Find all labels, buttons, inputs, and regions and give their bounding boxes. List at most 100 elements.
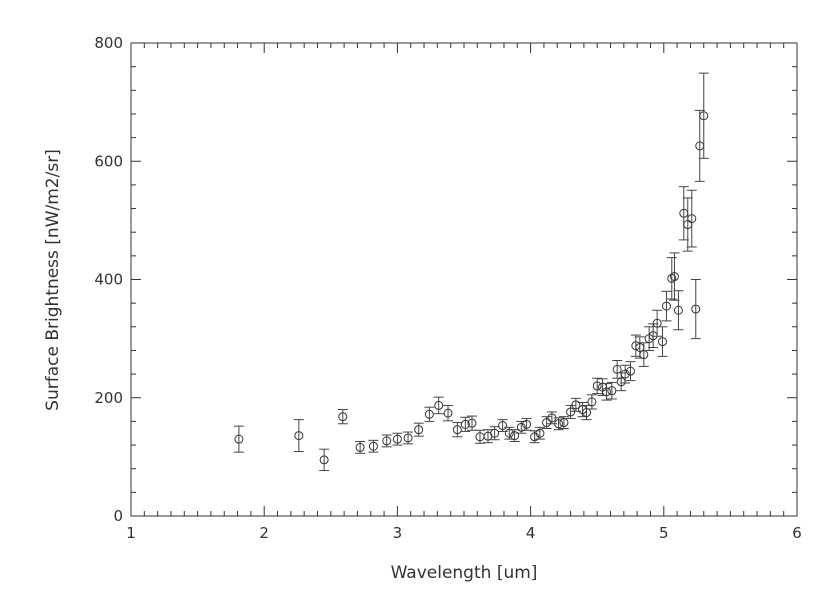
data-point xyxy=(657,326,668,357)
point-marker xyxy=(467,418,477,428)
x-tick-label: 1 xyxy=(126,524,136,542)
data-point xyxy=(443,404,454,422)
point-marker xyxy=(661,301,671,311)
data-point xyxy=(452,422,463,438)
point-marker xyxy=(657,337,667,347)
point-marker xyxy=(294,431,304,441)
point-marker xyxy=(566,407,576,417)
data-point xyxy=(233,425,244,453)
point-marker xyxy=(403,433,413,443)
data-point xyxy=(433,396,444,415)
point-marker xyxy=(392,434,402,444)
data-point xyxy=(673,290,684,331)
data-point xyxy=(638,342,649,367)
data-point xyxy=(625,361,636,382)
data-point xyxy=(516,420,527,434)
point-marker xyxy=(234,434,244,444)
data-point xyxy=(337,409,348,425)
point-marker xyxy=(460,419,470,429)
point-marker xyxy=(648,331,658,341)
point-marker xyxy=(679,208,689,218)
point-marker xyxy=(607,386,617,396)
x-tick-label: 5 xyxy=(659,524,669,542)
data-point xyxy=(413,422,424,437)
data-point xyxy=(652,309,663,337)
data-point xyxy=(381,434,392,448)
point-marker xyxy=(616,377,626,387)
data-point xyxy=(403,431,414,445)
point-marker xyxy=(424,409,434,419)
point-marker xyxy=(498,421,508,431)
point-marker xyxy=(695,141,705,151)
data-point xyxy=(661,290,672,322)
data-point xyxy=(368,439,379,453)
point-marker xyxy=(452,425,462,435)
point-marker xyxy=(490,428,500,438)
point-marker xyxy=(620,369,630,379)
x-tick-label: 3 xyxy=(393,524,403,542)
point-marker xyxy=(687,214,697,224)
point-marker xyxy=(475,432,485,442)
data-point xyxy=(521,417,532,431)
point-marker xyxy=(587,397,597,407)
point-marker xyxy=(582,408,592,418)
point-marker xyxy=(382,436,392,446)
point-marker xyxy=(612,364,622,374)
point-marker xyxy=(592,381,602,391)
data-point xyxy=(565,404,576,419)
point-marker xyxy=(414,425,424,435)
data-point xyxy=(534,426,545,440)
point-marker xyxy=(667,273,677,283)
y-tick-label: 200 xyxy=(94,389,123,407)
point-marker xyxy=(535,428,545,438)
point-marker xyxy=(639,350,649,360)
point-marker xyxy=(602,387,612,397)
data-point xyxy=(460,416,471,432)
y-tick-label: 0 xyxy=(113,507,123,525)
data-point xyxy=(690,279,701,340)
point-marker xyxy=(338,412,348,422)
point-marker xyxy=(522,419,532,429)
x-axis-label: Wavelength [um] xyxy=(391,563,538,583)
point-marker xyxy=(368,441,378,451)
y-tick-label: 600 xyxy=(94,152,123,170)
point-marker xyxy=(355,442,365,452)
point-marker xyxy=(571,400,581,410)
point-marker xyxy=(626,366,635,376)
y-tick-label: 400 xyxy=(94,271,123,289)
point-marker xyxy=(516,422,526,432)
point-marker xyxy=(559,418,569,428)
point-marker xyxy=(673,305,683,315)
x-tick-label: 2 xyxy=(259,524,269,542)
data-point xyxy=(669,252,680,301)
y-axis-label: Surface Brightness [nW/m2/sr] xyxy=(43,149,63,411)
data-point xyxy=(601,383,612,401)
data-point xyxy=(319,448,330,471)
point-marker xyxy=(443,408,453,418)
data-point xyxy=(558,416,569,429)
data-point xyxy=(694,109,705,182)
point-marker xyxy=(510,431,520,441)
data-point xyxy=(586,394,597,410)
data-point xyxy=(592,377,603,395)
point-marker xyxy=(699,111,709,121)
point-marker xyxy=(504,428,514,438)
data-point xyxy=(698,72,709,159)
data-point xyxy=(392,432,403,446)
data-point xyxy=(553,417,564,431)
data-point xyxy=(606,381,617,400)
data-point xyxy=(474,429,485,444)
data-point xyxy=(424,406,435,422)
x-tick-label: 4 xyxy=(526,524,536,542)
point-marker xyxy=(434,400,444,410)
point-marker xyxy=(691,304,701,314)
data-point xyxy=(541,416,552,429)
y-tick-label: 800 xyxy=(94,34,123,52)
data-point xyxy=(466,415,477,431)
x-tick-label: 6 xyxy=(792,524,802,542)
data-point xyxy=(686,189,697,248)
data-point xyxy=(497,419,508,432)
point-marker xyxy=(652,318,662,328)
data-point xyxy=(489,426,500,441)
point-marker xyxy=(542,418,552,428)
